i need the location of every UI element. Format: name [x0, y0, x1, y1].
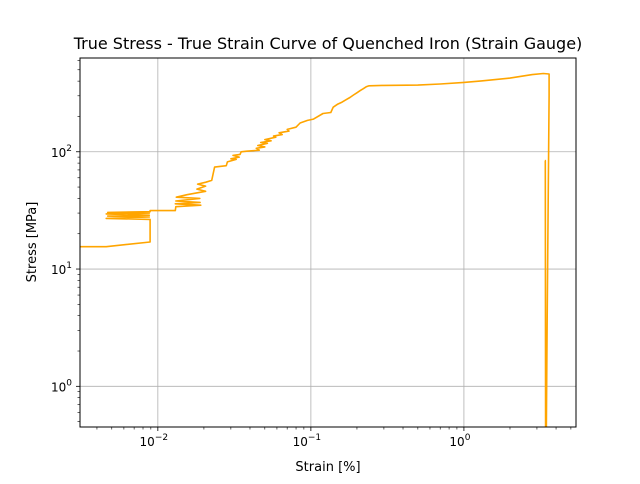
plot-frame	[79, 57, 577, 428]
grid	[80, 58, 576, 427]
y-axis-label: Stress [MPa]	[25, 202, 40, 283]
plot-area	[80, 58, 576, 427]
x-axis-label: Strain [%]	[295, 460, 360, 475]
chart-title: True Stress - True Strain Curve of Quenc…	[73, 34, 583, 53]
series-layer	[80, 72, 550, 427]
series-line	[80, 72, 550, 427]
